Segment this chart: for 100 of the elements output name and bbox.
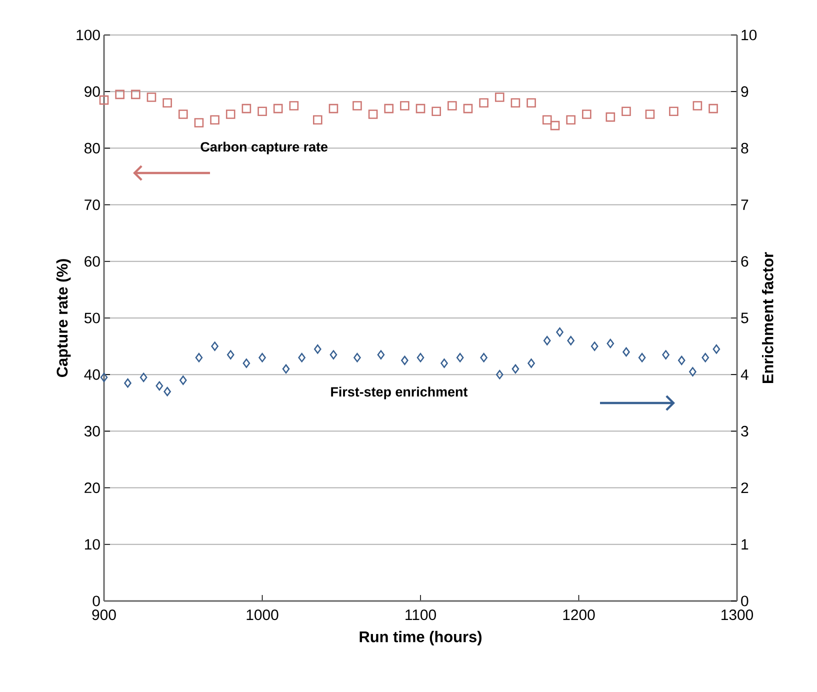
x-tick-label: 900 (92, 610, 116, 620)
y2-tick-label: 8 (741, 142, 748, 154)
point (282, 364, 290, 374)
point (162, 98, 172, 108)
point (368, 110, 378, 119)
y-tick-label: 60 (84, 256, 100, 267)
point (194, 118, 204, 128)
point (210, 115, 220, 125)
y-tick-label: 20 (84, 482, 100, 494)
point (662, 350, 670, 360)
point (638, 352, 646, 362)
point (678, 356, 686, 366)
y2-tick-label: 0 (741, 596, 748, 606)
point (526, 98, 536, 108)
point (567, 336, 574, 346)
point (352, 101, 362, 110)
y2-axis-title: Enrichment factor (762, 252, 774, 384)
point (550, 120, 560, 130)
point (314, 344, 322, 354)
x-tick-label: 1000 (246, 610, 278, 620)
point (582, 110, 592, 119)
y-tick-label: 90 (84, 86, 100, 97)
point (99, 95, 109, 105)
series-label: First-step enrichment (331, 386, 468, 400)
point (273, 104, 283, 114)
y-tick-label: 30 (84, 426, 100, 436)
point (179, 376, 187, 385)
series-label: Carbon capture rate (200, 142, 328, 154)
y-tick-label: 0 (92, 596, 100, 606)
point (456, 352, 464, 362)
point (432, 106, 441, 116)
point (195, 352, 203, 362)
y2-tick-label: 7 (741, 200, 748, 210)
point (712, 344, 720, 354)
y-axis-title: Capture rate (%) (56, 259, 71, 377)
point (124, 378, 132, 388)
point (140, 372, 148, 382)
point (606, 338, 614, 348)
point (463, 104, 473, 114)
point (480, 352, 488, 362)
point (312, 115, 322, 125)
point (328, 104, 338, 114)
point (542, 115, 552, 125)
y-tick-label: 40 (84, 369, 100, 380)
x-tick-label: 1300 (722, 610, 754, 620)
point (510, 98, 520, 108)
y-tick-label: 80 (84, 142, 100, 154)
point (496, 370, 504, 380)
point (354, 352, 361, 362)
y-tick-label: 10 (85, 539, 100, 550)
point (400, 101, 410, 110)
y2-tick-label: 9 (741, 86, 748, 97)
point (146, 92, 156, 102)
y2-tick-label: 2 (741, 482, 748, 493)
y2-tick-label: 10 (742, 30, 757, 40)
point (384, 104, 394, 114)
y2-tick-label: 1 (742, 539, 748, 550)
x-tick-label: 1200 (563, 610, 595, 620)
y2-tick-label: 4 (740, 369, 748, 380)
point (226, 350, 234, 360)
point (377, 350, 385, 360)
point (645, 110, 655, 119)
point (211, 342, 218, 351)
point (178, 110, 188, 119)
point (416, 352, 424, 362)
y-tick-label: 50 (84, 312, 100, 324)
y-tick-label: 100 (76, 30, 100, 40)
point (692, 101, 702, 110)
point (258, 352, 266, 362)
y2-tick-label: 5 (741, 312, 748, 324)
point (330, 350, 338, 360)
point (702, 352, 710, 362)
point (131, 90, 140, 100)
point (543, 336, 551, 346)
point (566, 115, 576, 125)
y-tick-label: 70 (84, 199, 100, 210)
point (156, 381, 164, 391)
y2-tick-label: 6 (741, 256, 748, 267)
point (669, 106, 678, 116)
point (512, 364, 520, 374)
point (479, 98, 488, 108)
point (242, 104, 252, 114)
point (689, 367, 696, 376)
point (100, 372, 108, 382)
point (494, 92, 504, 102)
x-axis-title: Run time (hours) (360, 630, 482, 646)
point (401, 356, 408, 366)
x-tick-label: 1100 (406, 610, 436, 620)
point (258, 106, 267, 116)
point (556, 327, 564, 337)
point (622, 106, 631, 116)
point (606, 112, 616, 122)
point (226, 110, 236, 119)
point (708, 104, 718, 114)
point (440, 358, 448, 368)
point (298, 352, 306, 362)
point (164, 386, 171, 396)
point (622, 347, 630, 357)
y2-tick-label: 3 (741, 426, 748, 436)
point (590, 342, 598, 351)
